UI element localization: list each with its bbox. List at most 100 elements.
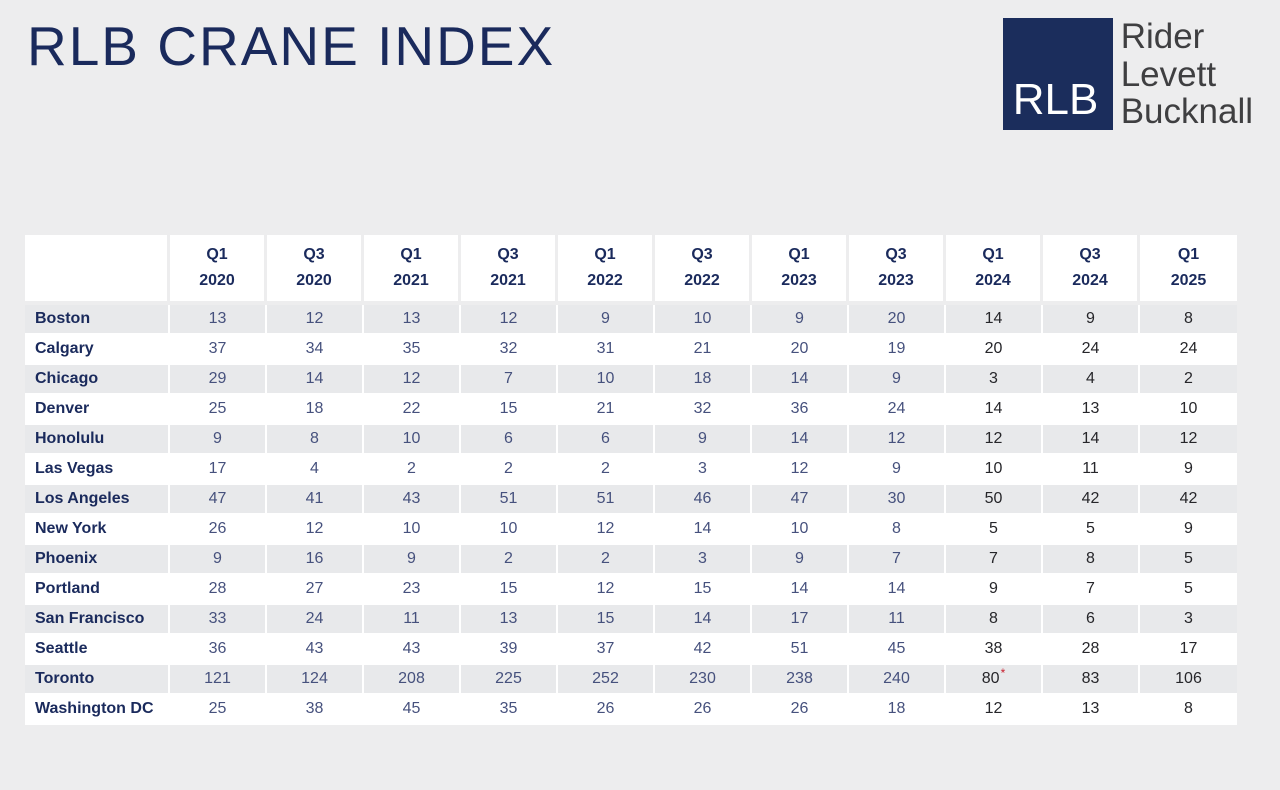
value-cell: 11 xyxy=(849,605,946,635)
value-cell: 28 xyxy=(1043,635,1140,665)
value-cell: 2 xyxy=(461,455,558,485)
value-cell: 12 xyxy=(946,425,1043,455)
value-cell: 14 xyxy=(752,575,849,605)
city-label: Boston xyxy=(25,305,170,335)
value-cell: 16 xyxy=(267,545,364,575)
value-cell: 51 xyxy=(461,485,558,515)
value-cell: 12 xyxy=(946,695,1043,725)
table-row: Toronto 121 124 208 225 252 230 238 240 80* 83 106 xyxy=(25,665,1237,695)
value-cell: 23 xyxy=(364,575,461,605)
value-cell: 8 xyxy=(849,515,946,545)
value-cell: 47 xyxy=(170,485,267,515)
value-cell: 8 xyxy=(267,425,364,455)
value-cell: 2 xyxy=(558,545,655,575)
value-cell: 21 xyxy=(655,335,752,365)
value-cell: 10 xyxy=(946,455,1043,485)
value-cell: 26 xyxy=(170,515,267,545)
value-cell: 7 xyxy=(849,545,946,575)
value-cell: 19 xyxy=(849,335,946,365)
value-cell: 10 xyxy=(655,305,752,335)
table-row: New York 26 12 10 10 12 14 10 8 5 5 9 xyxy=(25,515,1237,545)
column-header-q3-2020: Q3 2020 xyxy=(267,235,364,305)
value-cell: 10 xyxy=(364,515,461,545)
logo-line-bucknall: Bucknall xyxy=(1120,92,1253,131)
column-header-q1-2023: Q1 2023 xyxy=(752,235,849,305)
value-cell: 18 xyxy=(267,395,364,425)
value-cell: 9 xyxy=(558,305,655,335)
value-cell: 9 xyxy=(655,425,752,455)
value-cell: 11 xyxy=(364,605,461,635)
value-cell: 38 xyxy=(946,635,1043,665)
value-cell: 20 xyxy=(849,305,946,335)
value-cell: 80* xyxy=(946,665,1043,695)
value-cell: 27 xyxy=(267,575,364,605)
value-cell: 50 xyxy=(946,485,1043,515)
value-cell: 26 xyxy=(558,695,655,725)
value-cell: 17 xyxy=(1140,635,1237,665)
value-cell: 35 xyxy=(461,695,558,725)
city-label: Los Angeles xyxy=(25,485,170,515)
value-cell: 45 xyxy=(849,635,946,665)
crane-index-table: Q1 2020 Q3 2020 Q1 2021 Q3 2021 Q1 2022 Q3 2022 Q1 20… xyxy=(25,235,1237,725)
value-cell: 9 xyxy=(170,425,267,455)
value-cell: 8 xyxy=(1043,545,1140,575)
city-label: Seattle xyxy=(25,635,170,665)
page-title: RLB CRANE INDEX xyxy=(27,15,556,77)
value-cell: 39 xyxy=(461,635,558,665)
value-cell: 7 xyxy=(1043,575,1140,605)
value-cell: 14 xyxy=(1043,425,1140,455)
value-cell: 6 xyxy=(1043,605,1140,635)
city-label: Washington DC xyxy=(25,695,170,725)
value-cell: 12 xyxy=(558,575,655,605)
value-cell: 31 xyxy=(558,335,655,365)
table-row: Washington DC 25 38 45 35 26 26 26 18 12 13 8 xyxy=(25,695,1237,725)
value-cell: 25 xyxy=(170,695,267,725)
value-cell: 17 xyxy=(752,605,849,635)
column-header-q1-2025: Q1 2025 xyxy=(1140,235,1237,305)
city-label: Denver xyxy=(25,395,170,425)
city-label: San Francisco xyxy=(25,605,170,635)
crane-index-table-wrap: Q1 2020 Q3 2020 Q1 2021 Q3 2021 Q1 2022 Q3 2022 Q1 20… xyxy=(25,235,1237,725)
value-cell: 9 xyxy=(849,455,946,485)
value-cell: 13 xyxy=(461,605,558,635)
value-cell: 6 xyxy=(558,425,655,455)
value-cell: 51 xyxy=(752,635,849,665)
value-cell: 18 xyxy=(849,695,946,725)
value-cell: 42 xyxy=(655,635,752,665)
value-cell: 7 xyxy=(946,545,1043,575)
value-cell: 2 xyxy=(364,455,461,485)
table-row: Seattle 36 43 43 39 37 42 51 45 38 28 17 xyxy=(25,635,1237,665)
value-cell: 41 xyxy=(267,485,364,515)
value-cell: 9 xyxy=(1043,305,1140,335)
value-cell: 3 xyxy=(655,455,752,485)
value-cell: 10 xyxy=(1140,395,1237,425)
value-cell: 34 xyxy=(267,335,364,365)
table-row: Calgary 37 34 35 32 31 21 20 19 20 24 24 xyxy=(25,335,1237,365)
value-cell: 10 xyxy=(558,365,655,395)
value-cell: 2 xyxy=(461,545,558,575)
value-cell: 43 xyxy=(364,485,461,515)
value-cell: 2 xyxy=(558,455,655,485)
table-row: Boston 13 12 13 12 9 10 9 20 14 9 8 xyxy=(25,305,1237,335)
value-cell: 14 xyxy=(946,305,1043,335)
value-cell: 43 xyxy=(364,635,461,665)
value-cell: 32 xyxy=(655,395,752,425)
value-cell: 30 xyxy=(849,485,946,515)
value-cell: 13 xyxy=(1043,395,1140,425)
value-cell: 9 xyxy=(170,545,267,575)
value-cell: 14 xyxy=(752,365,849,395)
value-cell: 42 xyxy=(1140,485,1237,515)
value-cell: 24 xyxy=(267,605,364,635)
value-cell: 18 xyxy=(655,365,752,395)
column-header-q1-2024: Q1 2024 xyxy=(946,235,1043,305)
value-cell: 20 xyxy=(946,335,1043,365)
column-header-q3-2024: Q3 2024 xyxy=(1043,235,1140,305)
value-cell: 43 xyxy=(267,635,364,665)
value-cell: 240 xyxy=(849,665,946,695)
value-cell: 5 xyxy=(946,515,1043,545)
value-cell: 26 xyxy=(655,695,752,725)
value-cell: 12 xyxy=(1140,425,1237,455)
value-cell: 21 xyxy=(558,395,655,425)
city-label: Calgary xyxy=(25,335,170,365)
value-cell: 38 xyxy=(267,695,364,725)
